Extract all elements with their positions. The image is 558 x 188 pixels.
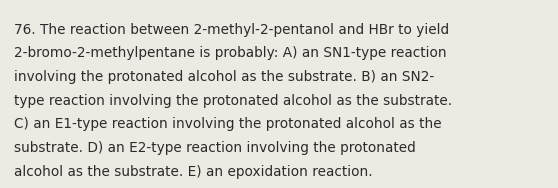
Text: substrate. D) an E2-type reaction involving the protonated: substrate. D) an E2-type reaction involv… — [14, 141, 416, 155]
Text: type reaction involving the protonated alcohol as the substrate.: type reaction involving the protonated a… — [14, 94, 452, 108]
Text: alcohol as the substrate. E) an epoxidation reaction.: alcohol as the substrate. E) an epoxidat… — [14, 165, 373, 179]
Text: involving the protonated alcohol as the substrate. B) an SN2-: involving the protonated alcohol as the … — [14, 70, 434, 84]
Text: 2-bromo-2-methylpentane is probably: A) an SN1-type reaction: 2-bromo-2-methylpentane is probably: A) … — [14, 46, 446, 60]
Text: C) an E1-type reaction involving the protonated alcohol as the: C) an E1-type reaction involving the pro… — [14, 117, 441, 131]
Text: 76. The reaction between 2-methyl-2-pentanol and HBr to yield: 76. The reaction between 2-methyl-2-pent… — [14, 23, 449, 36]
